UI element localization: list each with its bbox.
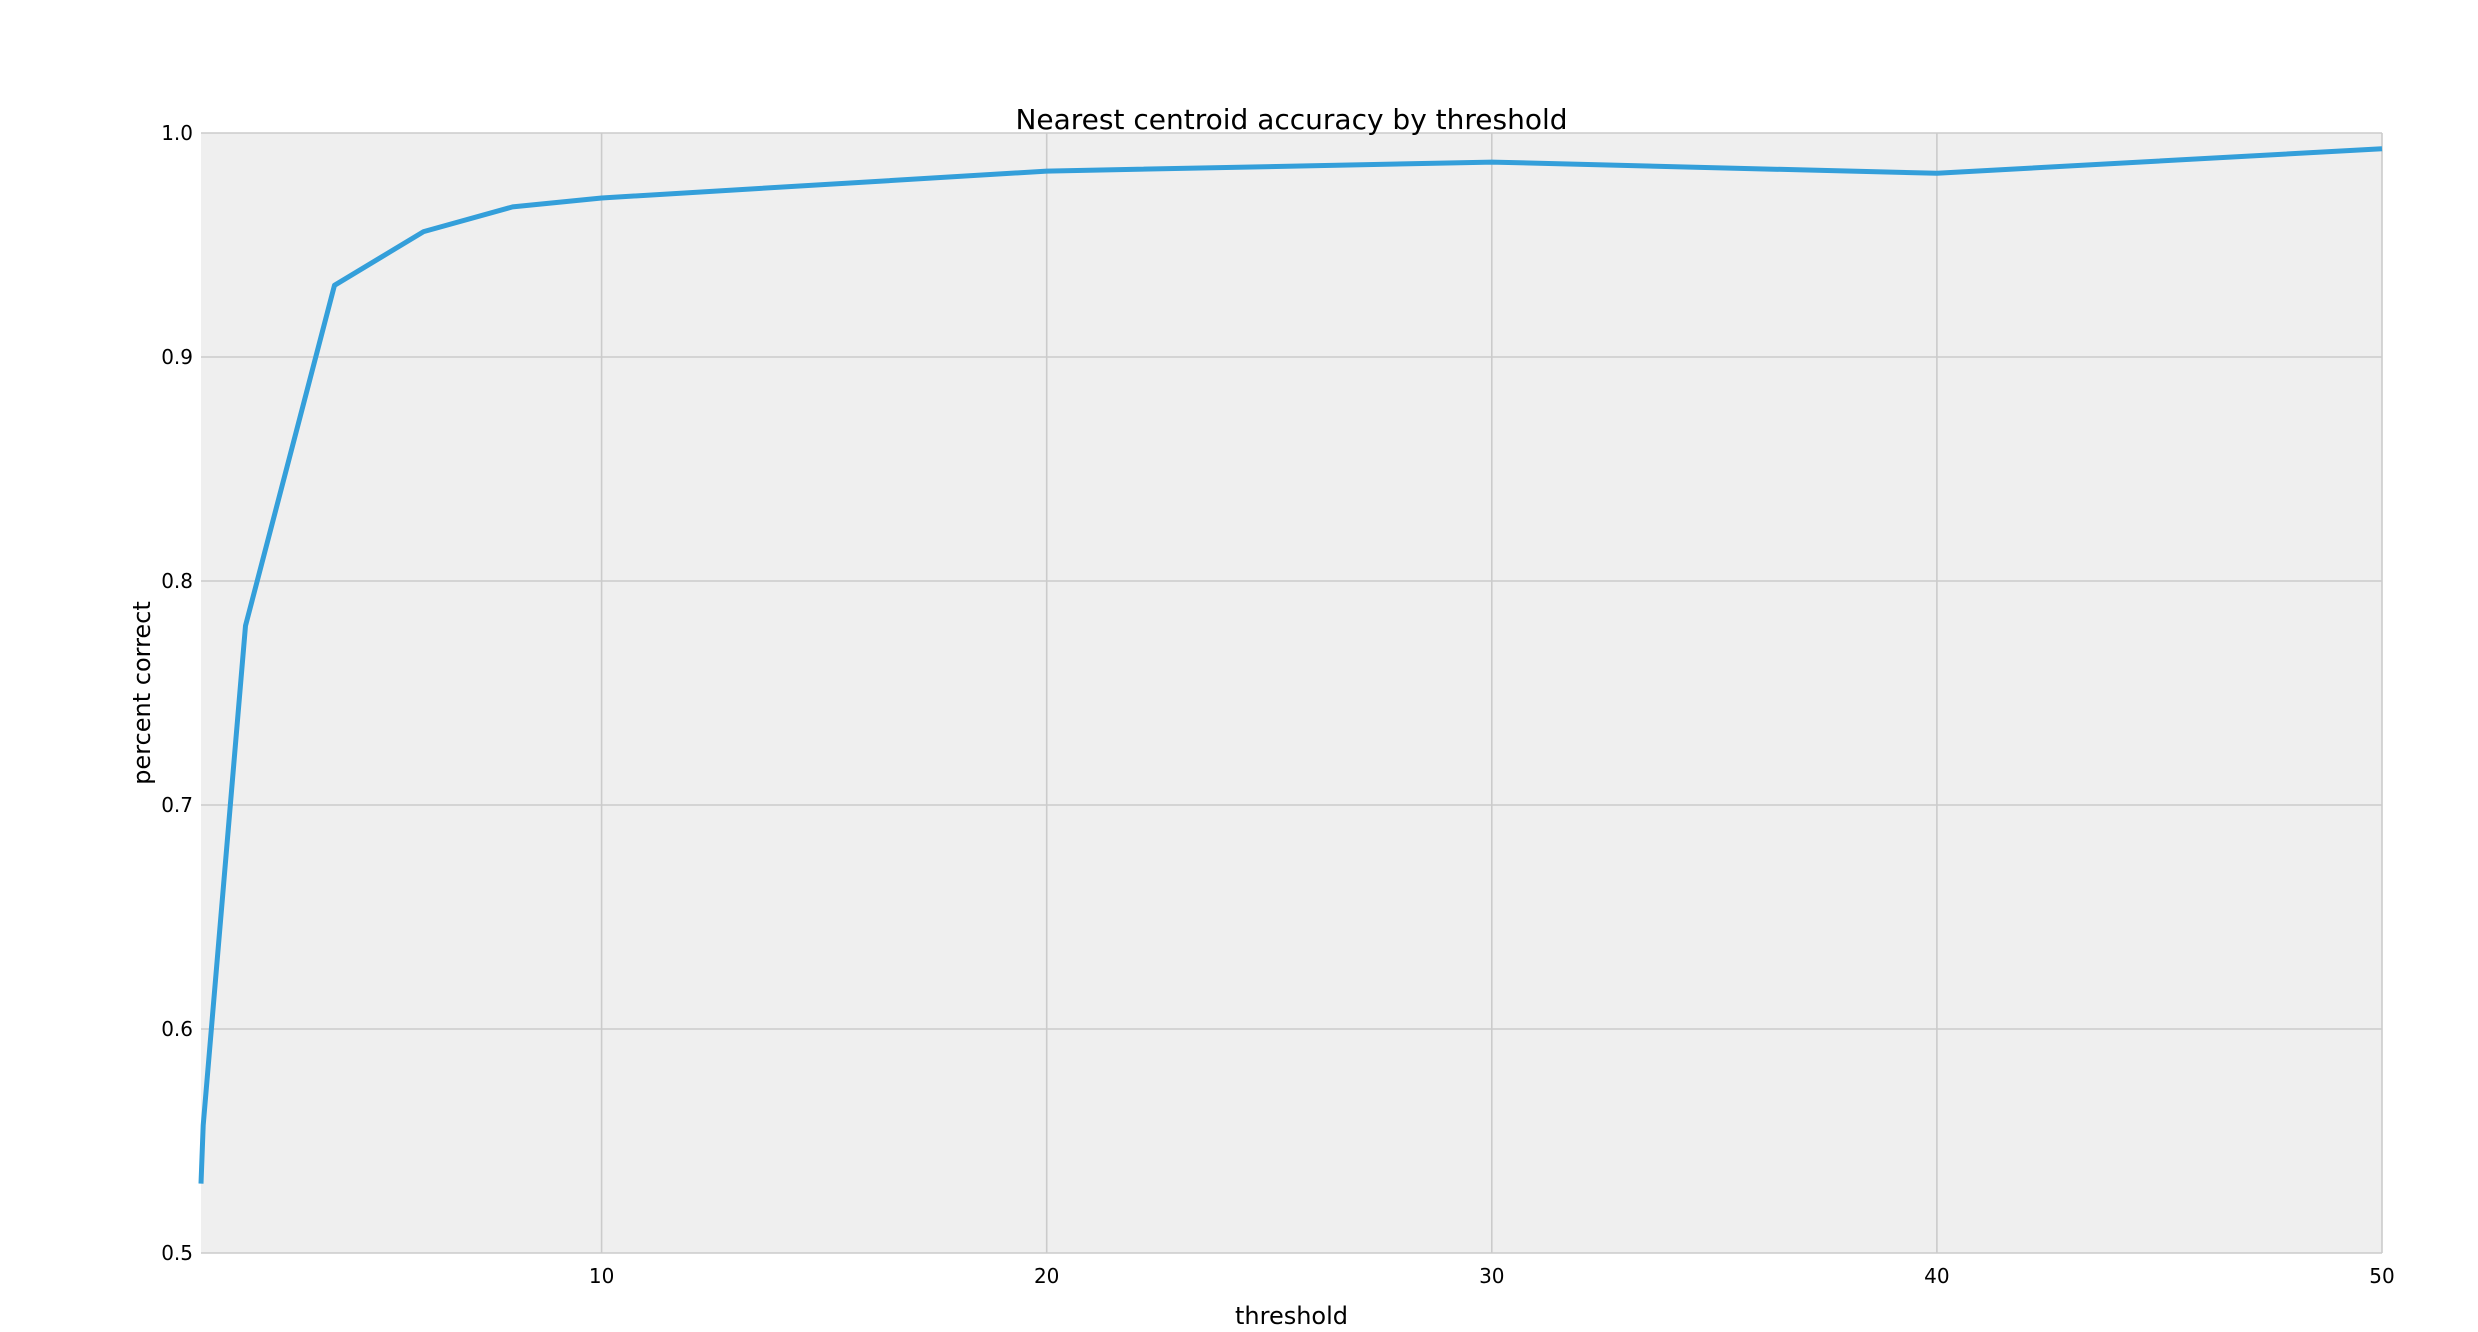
grid xyxy=(201,132,2383,1254)
y-axis-label: percent correct xyxy=(128,601,156,785)
x-tick-label: 20 xyxy=(1034,1264,1059,1288)
x-tick-label: 30 xyxy=(1479,1264,1504,1288)
series-line-0 xyxy=(198,146,2383,1184)
y-tick-label: 0.6 xyxy=(161,1017,193,1041)
chart-title: Nearest centroid accuracy by threshold xyxy=(1015,103,1567,136)
series-layer xyxy=(198,146,2383,1184)
x-axis-label: threshold xyxy=(1235,1302,1348,1330)
y-tick-label: 0.7 xyxy=(161,793,193,817)
y-tick-label: 0.8 xyxy=(161,569,193,593)
y-axis-ticks: 0.5 0.6 0.7 0.8 0.9 1.0 xyxy=(161,121,193,1265)
y-tick-label: 0.9 xyxy=(161,345,193,369)
plot-area-background xyxy=(201,133,2382,1253)
x-tick-label: 40 xyxy=(1924,1264,1949,1288)
x-axis-ticks: 10 20 30 40 50 xyxy=(589,1264,2395,1288)
x-tick-label: 10 xyxy=(589,1264,614,1288)
x-tick-label: 50 xyxy=(2369,1264,2394,1288)
y-tick-label: 1.0 xyxy=(161,121,193,145)
y-tick-label: 0.5 xyxy=(161,1241,193,1265)
